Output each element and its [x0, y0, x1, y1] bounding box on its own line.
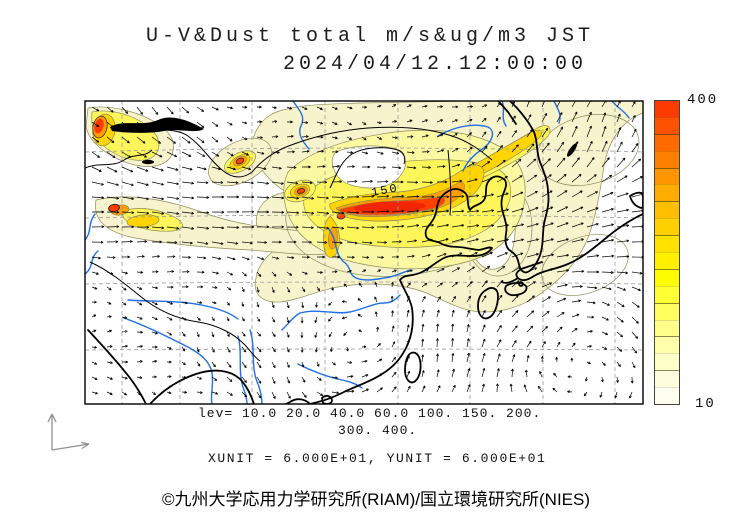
colorbar-min-label: 10: [695, 396, 716, 412]
colorbar-band: [655, 167, 679, 185]
colorbar-band: [655, 201, 679, 219]
coastlines: [87, 101, 643, 404]
contour-label-150: 150: [370, 181, 400, 200]
grid-units-line: XUNIT = 6.000E+01, YUNIT = 6.000E+01: [208, 451, 547, 466]
colorbar-band: [655, 268, 679, 286]
colorbar-band: [655, 370, 679, 388]
colorbar-band: [655, 218, 679, 236]
colorbar-band: [655, 116, 679, 134]
colorbar-band: [655, 252, 679, 269]
lakes: [110, 117, 578, 165]
colorbar-max-label: 400: [687, 92, 719, 108]
colorbar-band: [655, 319, 679, 337]
colorbar-band: [655, 101, 679, 117]
reference-vector-legend: [47, 413, 90, 451]
colorbar-band: [655, 184, 679, 202]
copyright-line: ©九州大学応用力学研究所(RIAM)/国立環境研究所(NIES): [161, 490, 591, 509]
figure-title-line2: 2024/04/12.12:00:00: [283, 53, 588, 76]
reference-vector-x: [51, 441, 90, 451]
colorbar-band: [655, 302, 679, 320]
reference-vector-y: [47, 413, 57, 450]
colorbar-band: [655, 387, 679, 405]
wind-vectors: [91, 101, 643, 399]
dust-shading: [85, 101, 643, 313]
contour-levels-line1: lev= 10.0 20.0 40.0 60.0 100. 150. 200.: [198, 406, 542, 421]
figure-title-line1: U-V&Dust total m/s&ug/m3 JST: [146, 25, 595, 48]
wind-vector-arrows: [91, 101, 643, 399]
colorbar-band: [655, 235, 679, 253]
colorbar-band: [655, 353, 679, 371]
colorbar-band: [655, 336, 679, 354]
colorbar-band: [655, 133, 679, 151]
colorbar-band: [655, 150, 679, 168]
rivers: [85, 101, 630, 404]
map-frame: [84, 100, 644, 405]
country-borders: [85, 125, 493, 362]
colorbar: [654, 100, 680, 405]
contour-levels-line2: 300. 400.: [338, 423, 418, 438]
colorbar-band: [655, 285, 679, 303]
